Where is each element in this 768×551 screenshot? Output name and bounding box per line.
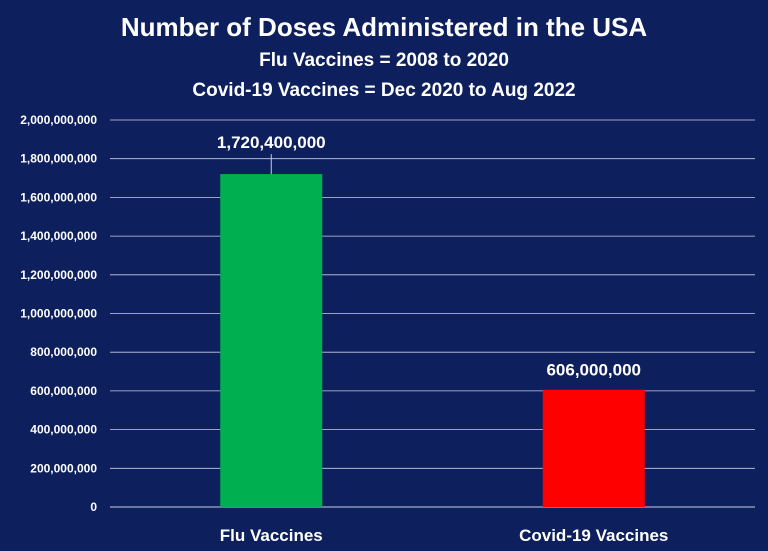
y-tick-label: 400,000,000 <box>30 423 97 437</box>
y-axis-ticks: 0 200,000,000 400,000,000 600,000,000 800,00… <box>20 113 97 514</box>
y-tick-label: 1,200,000,000 <box>20 268 97 282</box>
x-category-label: Covid-19 Vaccines <box>519 526 668 545</box>
y-tick-label: 1,600,000,000 <box>20 190 97 204</box>
y-tick-label: 600,000,000 <box>30 384 97 398</box>
data-labels: 1,720,400,000 606,000,000 <box>217 133 641 380</box>
y-tick-label: 1,000,000,000 <box>20 307 97 321</box>
data-label: 606,000,000 <box>546 361 641 380</box>
y-tick-label: 2,000,000,000 <box>20 113 97 127</box>
bar-covid-19-vaccines <box>542 389 645 507</box>
chart-title: Number of Doses Administered in the USA <box>121 12 648 42</box>
x-category-label: Flu Vaccines <box>220 526 323 545</box>
y-tick-label: 200,000,000 <box>30 461 97 475</box>
y-tick-label: 1,800,000,000 <box>20 152 97 166</box>
data-label: 1,720,400,000 <box>217 133 326 152</box>
chart-subtitle-line-2: Covid-19 Vaccines = Dec 2020 to Aug 2022 <box>192 80 575 101</box>
gridlines <box>110 119 755 508</box>
chart-subtitle-line-1: Flu Vaccines = 2008 to 2020 <box>259 50 509 71</box>
y-tick-label: 0 <box>90 500 97 514</box>
bars <box>220 174 645 507</box>
y-tick-label: 800,000,000 <box>30 345 97 359</box>
x-axis-categories: Flu Vaccines Covid-19 Vaccines <box>220 526 669 545</box>
bar-flu-vaccines <box>220 174 323 507</box>
y-tick-label: 1,400,000,000 <box>20 229 97 243</box>
